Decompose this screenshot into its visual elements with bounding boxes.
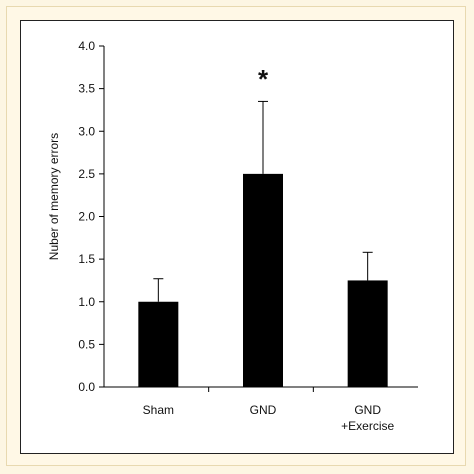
y-tick-label: 1.0 <box>78 295 95 309</box>
bar-0 <box>138 301 179 387</box>
y-tick-label: 0.0 <box>78 380 95 394</box>
y-tick-label: 0.5 <box>78 337 95 351</box>
y-axis-label: Nuber of memory errors <box>47 133 61 260</box>
x-category-label: GND <box>354 403 381 417</box>
bar-1 <box>243 173 283 387</box>
y-tick-label: 2.5 <box>78 167 95 181</box>
y-tick-label: 1.5 <box>78 252 95 266</box>
x-category-label: GND <box>250 403 277 417</box>
plot-area: 0.0 0.5 1.0 1.5 2.0 2.5 3.0 3.5 4.0 Sham GND GND +Ex… <box>78 39 418 433</box>
x-category-label: Sham <box>143 403 174 417</box>
y-tick-label: 4.0 <box>78 39 95 53</box>
x-category-label: +Exercise <box>341 419 394 433</box>
y-tick-label: 2.0 <box>78 210 95 224</box>
y-tick-label: 3.0 <box>78 124 95 138</box>
bar-2 <box>347 280 388 387</box>
significance-marker: * <box>258 64 269 94</box>
y-tick-label: 3.5 <box>78 82 95 96</box>
